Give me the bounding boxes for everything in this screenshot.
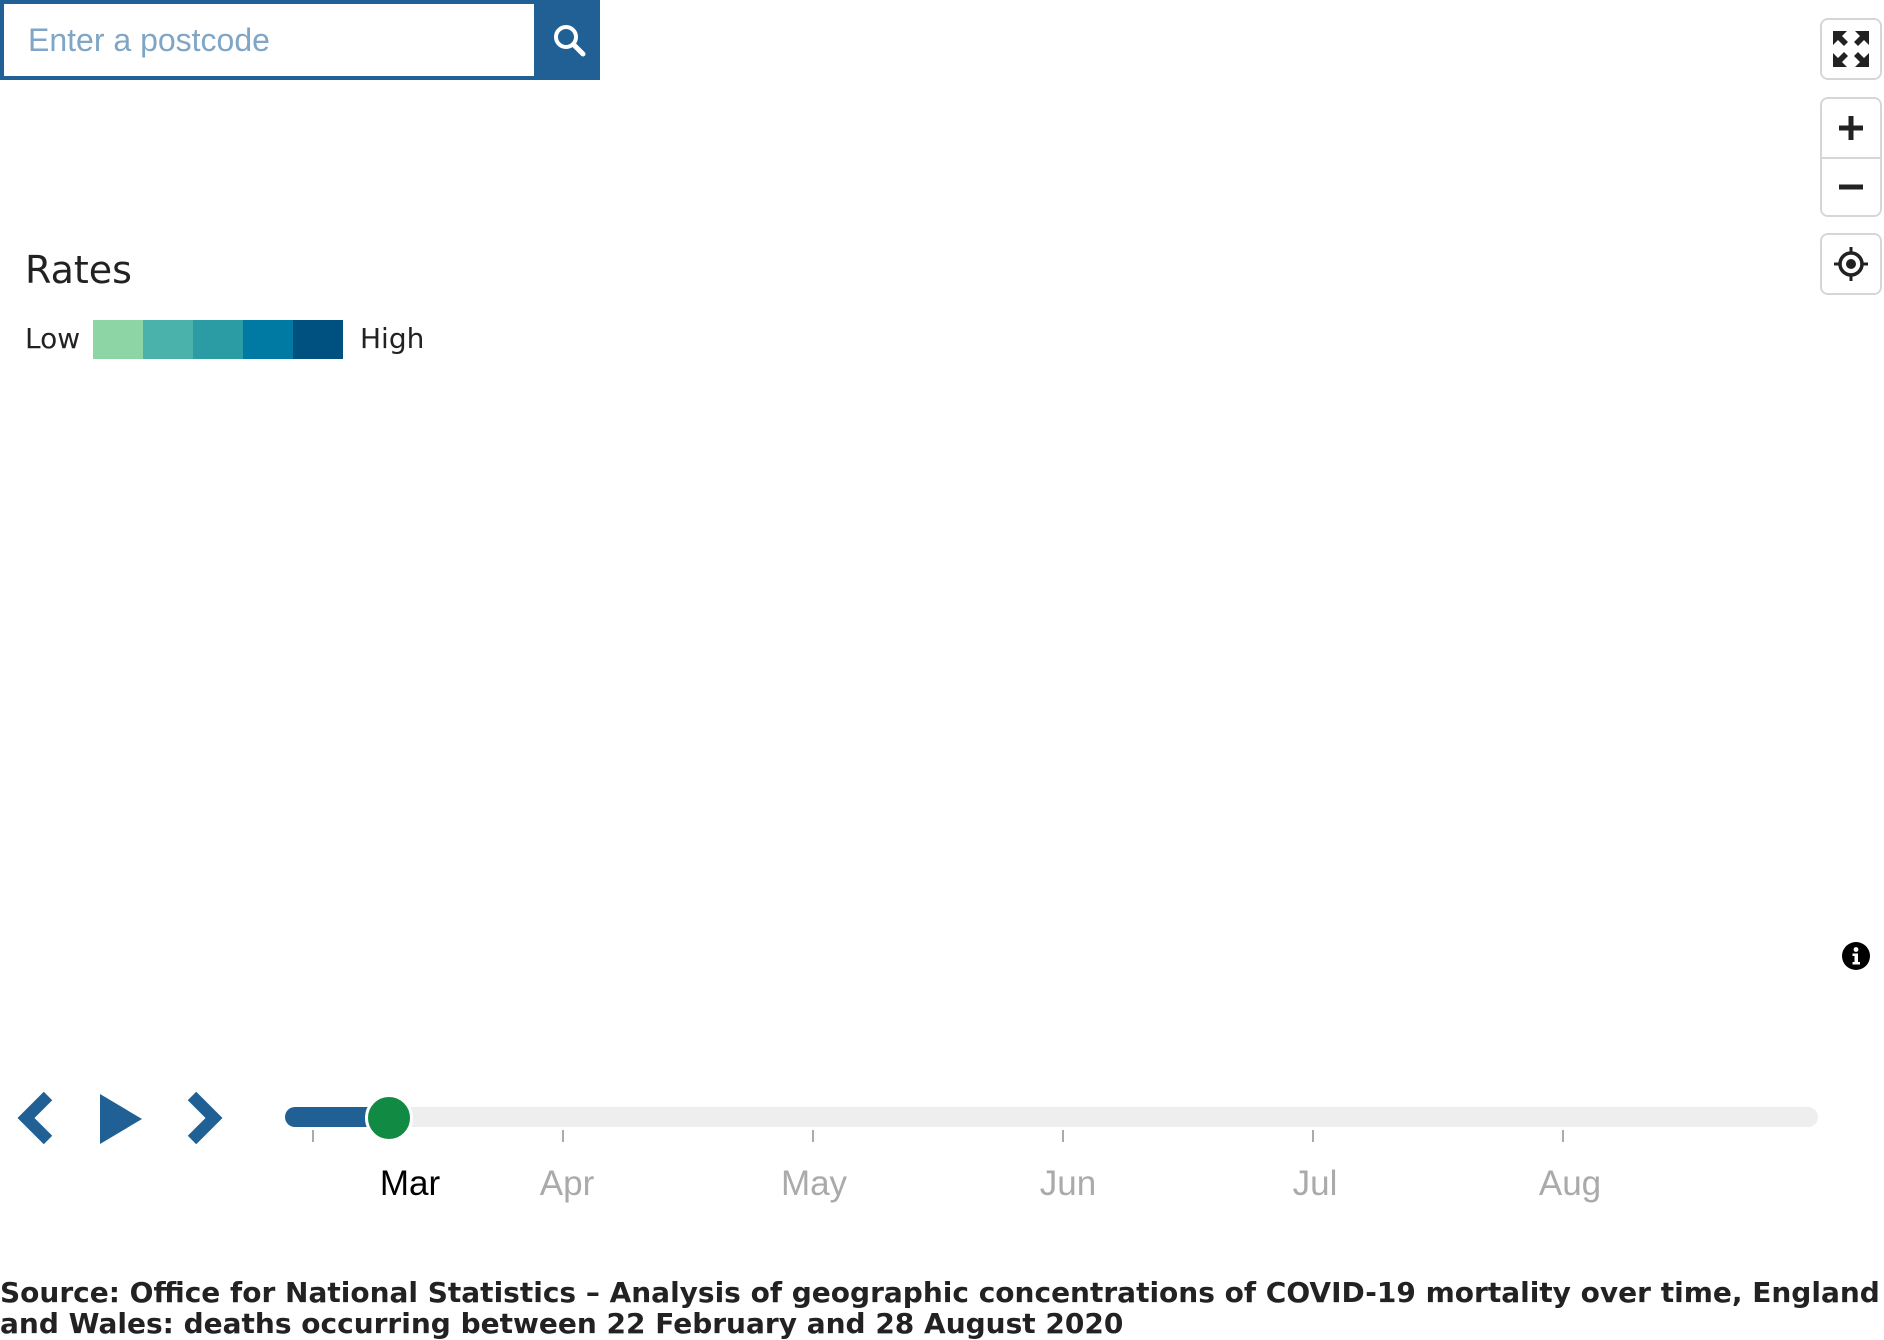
timeline-month-aug[interactable]: Aug <box>1538 1164 1602 1203</box>
play-button[interactable] <box>98 1092 144 1149</box>
legend-swatch-3 <box>193 320 243 359</box>
next-button[interactable] <box>184 1090 226 1149</box>
legend-swatch-4 <box>243 320 293 359</box>
minus-icon <box>1839 184 1863 190</box>
timeline-handle[interactable] <box>365 1094 414 1142</box>
timeline-tick <box>562 1130 564 1142</box>
timeline-tick <box>812 1130 814 1142</box>
source-note: Source: Office for National Statistics –… <box>0 1276 1880 1340</box>
search-icon <box>554 25 586 57</box>
timeline-month-jul[interactable]: Jul <box>1292 1164 1338 1203</box>
postcode-search <box>0 0 600 80</box>
timeline-month-mar[interactable]: Mar <box>379 1164 441 1203</box>
zoom-control <box>1820 97 1882 217</box>
legend-color-scale <box>93 320 343 359</box>
fullscreen-control <box>1820 18 1882 80</box>
previous-button[interactable] <box>14 1090 56 1149</box>
timeline-month-apr[interactable]: Apr <box>539 1164 595 1203</box>
timeline-tick <box>1062 1130 1064 1142</box>
legend-title: Rates <box>25 248 132 292</box>
zoom-out-button[interactable] <box>1822 157 1880 215</box>
locate-control <box>1820 233 1882 295</box>
timeline-track[interactable] <box>285 1107 1818 1127</box>
locate-button[interactable] <box>1822 235 1880 293</box>
legend-swatch-2 <box>143 320 193 359</box>
legend-swatch-1 <box>93 320 143 359</box>
chevron-right-icon <box>187 1091 223 1145</box>
zoom-in-button[interactable] <box>1822 99 1880 157</box>
info-icon[interactable] <box>1841 941 1871 971</box>
map-canvas[interactable] <box>0 0 1884 1250</box>
legend-swatch-5 <box>293 320 343 359</box>
plus-icon <box>1839 116 1863 140</box>
timeline-track-fill <box>285 1107 390 1127</box>
timeline-month-jun[interactable]: Jun <box>1039 1164 1097 1203</box>
fullscreen-button[interactable] <box>1822 20 1880 78</box>
search-button[interactable] <box>538 0 600 80</box>
timeline-tick <box>1312 1130 1314 1142</box>
postcode-input[interactable] <box>0 0 538 80</box>
play-icon <box>100 1094 142 1144</box>
timeline-tick <box>1562 1130 1564 1142</box>
chevron-left-icon <box>17 1091 53 1145</box>
legend-low-label: Low <box>25 322 81 355</box>
fullscreen-icon <box>1833 31 1869 67</box>
legend-high-label: High <box>360 322 425 355</box>
timeline-month-may[interactable]: May <box>780 1164 848 1203</box>
locate-icon <box>1834 247 1868 281</box>
timeline-tick <box>312 1130 314 1142</box>
